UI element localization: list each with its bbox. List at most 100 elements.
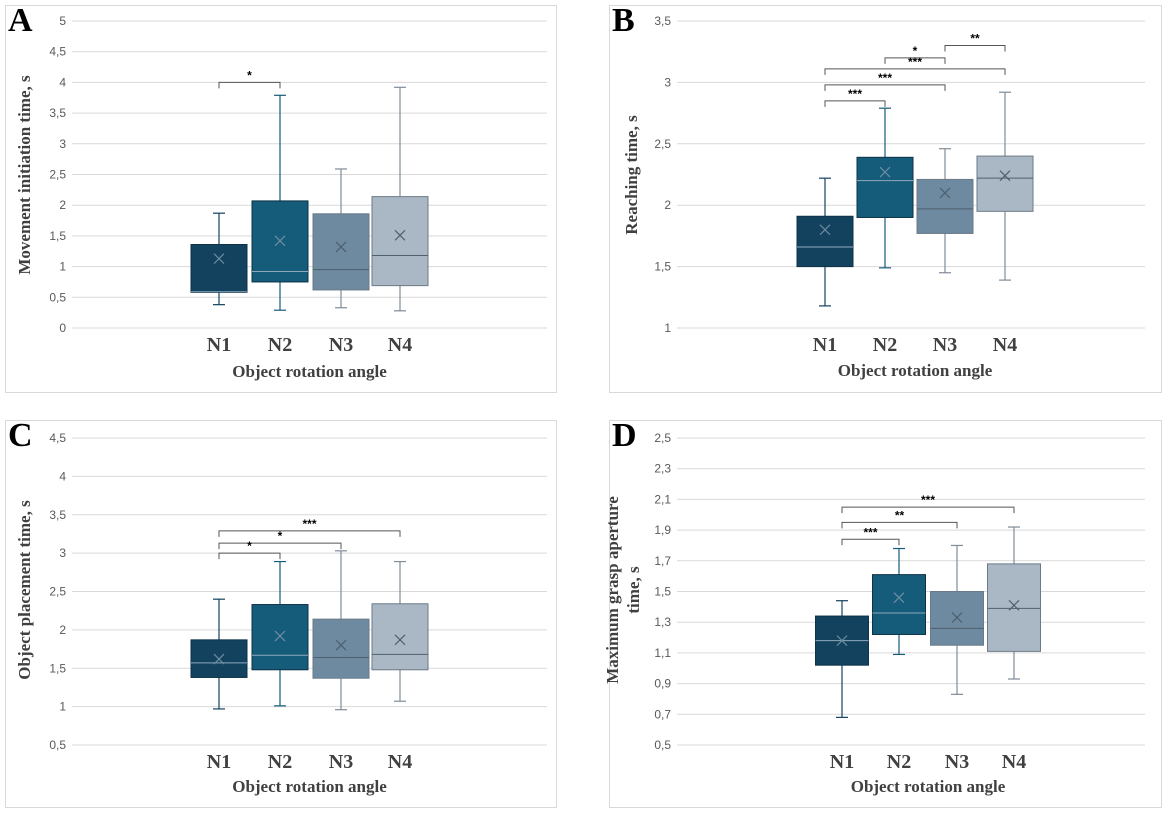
significance-bracket: * <box>218 529 342 550</box>
y-tick-label: 1,7 <box>654 554 671 568</box>
significance-bracket: *** <box>824 55 1006 75</box>
significance-label: *** <box>302 517 316 531</box>
box-n3 <box>916 148 974 274</box>
significance-label: *** <box>878 71 892 85</box>
y-tick-label: 3,5 <box>654 14 671 28</box>
y-axis-title: Reaching time, s <box>622 115 641 235</box>
bracket-line <box>841 521 958 529</box>
x-category-label: N1 <box>830 751 854 773</box>
bracket-line <box>218 81 281 89</box>
box-iqr <box>930 591 984 646</box>
significance-bracket: *** <box>824 71 946 91</box>
y-axis-title: Movement initiation time, s <box>15 75 34 275</box>
significance-label: ** <box>970 32 980 46</box>
y-tick-label: 1,5 <box>654 260 671 274</box>
y-tick-label: 2 <box>59 198 66 212</box>
box-n1 <box>190 212 248 306</box>
box-n1 <box>190 598 248 710</box>
box-iqr <box>976 155 1034 212</box>
y-tick-label: 1,5 <box>49 229 66 243</box>
x-category-label: N1 <box>207 751 231 773</box>
box-iqr <box>856 156 914 218</box>
box-n4 <box>371 560 429 702</box>
panel-letter-a: A <box>8 2 33 39</box>
y-axis-title: Maximum grasp aperture time, s <box>603 496 643 684</box>
x-category-label: N2 <box>268 751 292 773</box>
mean-marker <box>879 166 891 178</box>
significance-label: *** <box>921 493 935 507</box>
bracket-line <box>884 57 946 64</box>
box-n4 <box>371 86 429 312</box>
y-tick-label: 5 <box>59 14 66 28</box>
x-axis-title: Object rotation angle <box>232 777 387 796</box>
y-tick-label: 0,5 <box>49 738 66 752</box>
box-iqr <box>872 574 926 635</box>
y-tick-label: 1 <box>59 260 66 274</box>
bracket-line <box>824 100 886 107</box>
bracket-line <box>218 542 342 550</box>
significance-label: ** <box>895 508 905 522</box>
y-tick-label: 2 <box>59 623 66 637</box>
y-tick-label: 2,5 <box>49 585 66 599</box>
y-tick-label: 1,1 <box>654 646 671 660</box>
chart-panel-c: 0,511,522,533,544,5N1 N2 N3 N4*****Object r… <box>15 431 547 796</box>
significance-bracket: *** <box>824 87 886 107</box>
x-category-label: N4 <box>993 334 1017 356</box>
significance-label: * <box>278 529 283 543</box>
box-n4 <box>976 91 1034 281</box>
box-n1 <box>815 600 869 718</box>
mean-marker <box>213 653 225 665</box>
significance-bracket: ** <box>944 32 1006 52</box>
y-tick-label: 2,1 <box>654 492 671 506</box>
box-n2 <box>251 94 309 311</box>
significance-bracket: ** <box>841 508 958 529</box>
mean-marker <box>939 187 951 199</box>
chart-panel-b: 11,522,533,5N1 N2 N3 N4************Object r… <box>622 14 1145 380</box>
y-tick-label: 2,5 <box>49 168 66 182</box>
mean-marker <box>819 224 831 236</box>
y-tick-label: 3 <box>59 137 66 151</box>
significance-bracket: * <box>218 68 281 89</box>
mean-marker <box>999 170 1011 182</box>
x-category-label: N3 <box>933 334 957 356</box>
x-category-label: N1 <box>207 334 231 356</box>
box-n3 <box>930 544 984 695</box>
y-tick-label: 1,5 <box>654 585 671 599</box>
box-iqr <box>190 243 248 293</box>
x-category-label: N4 <box>1002 751 1026 773</box>
y-tick-label: 3,5 <box>49 508 66 522</box>
mean-marker <box>951 612 963 624</box>
bracket-line <box>824 84 946 91</box>
mean-marker <box>394 229 406 241</box>
box-n3 <box>312 550 370 711</box>
mean-marker <box>274 235 286 247</box>
y-tick-label: 4,5 <box>49 431 66 445</box>
box-iqr <box>371 603 429 671</box>
y-tick-label: 0,9 <box>654 677 671 691</box>
x-category-label: N3 <box>329 751 353 773</box>
panel-letter-c: C <box>8 417 33 454</box>
mean-marker <box>274 630 286 642</box>
significance-bracket: * <box>884 44 946 64</box>
x-category-label: N3 <box>329 334 353 356</box>
box-n4 <box>987 526 1041 680</box>
y-tick-label: 4,5 <box>49 45 66 59</box>
y-tick-label: 1 <box>59 700 66 714</box>
y-tick-label: 3,5 <box>49 106 66 120</box>
mean-marker <box>213 253 225 265</box>
significance-label: * <box>247 68 252 82</box>
bracket-line <box>944 45 1006 52</box>
significance-bracket: *** <box>218 517 401 537</box>
box-n2 <box>856 107 914 269</box>
y-tick-label: 4 <box>59 469 66 483</box>
y-tick-label: 2,3 <box>654 462 671 476</box>
x-category-label: N1 <box>813 334 837 356</box>
x-category-label: N2 <box>873 334 897 356</box>
significance-label: * <box>247 539 252 553</box>
significance-label: *** <box>848 87 862 101</box>
y-tick-label: 2 <box>664 198 671 212</box>
box-iqr <box>796 215 854 268</box>
box-iqr <box>371 196 429 287</box>
box-iqr <box>312 618 370 679</box>
y-axis-title: Object placement time, s <box>15 500 34 680</box>
